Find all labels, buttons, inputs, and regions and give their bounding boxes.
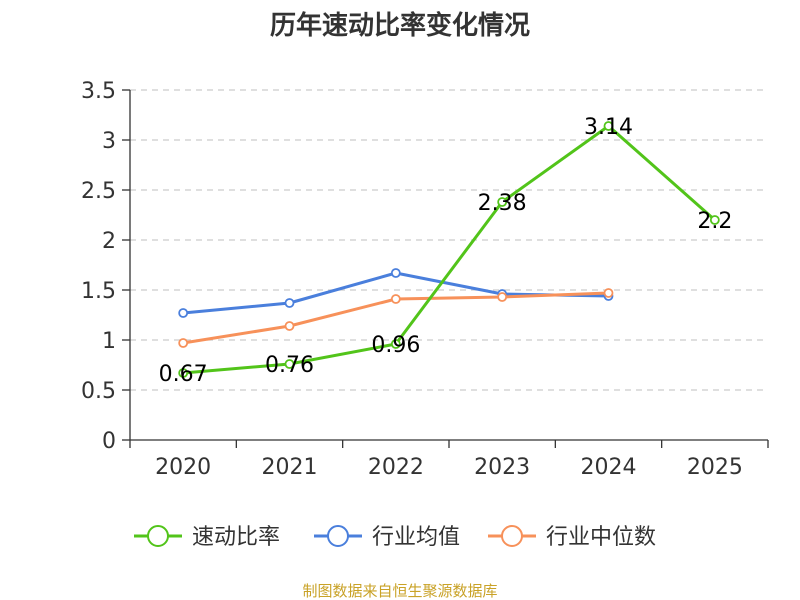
x-tick-label: 2025: [687, 455, 743, 480]
legend-marker: [327, 525, 349, 547]
grid-lines: [130, 89, 768, 391]
series-line: [183, 271, 609, 315]
data-label: 0.76: [265, 353, 314, 378]
y-tick-label: 3.5: [81, 79, 116, 104]
x-tick-label: 2023: [474, 455, 530, 480]
data-point[interactable]: [284, 321, 295, 331]
data-point[interactable]: [709, 215, 720, 225]
legend-item[interactable]: 行业均值: [314, 525, 460, 550]
legend-marker: [501, 525, 523, 547]
x-tick-label: 2021: [262, 455, 318, 480]
data-point[interactable]: [178, 338, 189, 348]
data-point[interactable]: [178, 308, 189, 318]
legend-label: 速动比率: [192, 525, 280, 550]
y-tick-label: 1.5: [81, 279, 116, 304]
data-label: 3.14: [584, 115, 633, 140]
legend[interactable]: 速动比率 行业均值 行业中位数: [134, 525, 656, 550]
data-point[interactable]: [497, 292, 508, 302]
data-point[interactable]: [603, 288, 614, 298]
y-tick-label: 3: [102, 129, 116, 154]
legend-label: 行业均值: [372, 525, 460, 550]
data-labels: 0.67 0.76 0.96 2.38 3.14 2.2: [159, 115, 733, 387]
axes: 0 0.5 1 1.5 2 2.5 3 3.5 2020 2021 2022 2023 2024 2025: [81, 79, 769, 480]
series-line: [183, 124, 716, 375]
source-note: 制图数据来自恒生聚源数据库: [302, 582, 497, 600]
data-label: 2.2: [697, 209, 732, 234]
data-point[interactable]: [603, 121, 614, 131]
y-tick-label: 1: [102, 329, 116, 354]
y-tick-label: 0: [102, 429, 116, 454]
chart-title: 历年速动比率变化情况: [270, 10, 530, 41]
x-tick-label: 2020: [155, 455, 211, 480]
data-label: 0.67: [159, 362, 208, 387]
data-point[interactable]: [390, 268, 401, 278]
data-label: 0.96: [371, 333, 420, 358]
data-point[interactable]: [284, 298, 295, 308]
y-tick-label: 2.5: [81, 179, 116, 204]
legend-label: 行业中位数: [546, 525, 656, 550]
legend-item[interactable]: 速动比率: [134, 525, 280, 550]
data-label: 2.38: [478, 191, 527, 216]
data-point[interactable]: [390, 294, 401, 304]
data-point[interactable]: [284, 359, 295, 369]
legend-marker: [147, 525, 169, 547]
data-point[interactable]: [178, 368, 189, 378]
x-tick-label: 2024: [581, 455, 637, 480]
y-tick-label: 2: [102, 229, 116, 254]
series-layer: [178, 121, 720, 378]
legend-item[interactable]: 行业中位数: [488, 525, 656, 550]
data-point[interactable]: [390, 339, 401, 349]
data-point[interactable]: [497, 197, 508, 207]
y-tick-label: 0.5: [81, 379, 116, 404]
x-tick-label: 2022: [368, 455, 424, 480]
